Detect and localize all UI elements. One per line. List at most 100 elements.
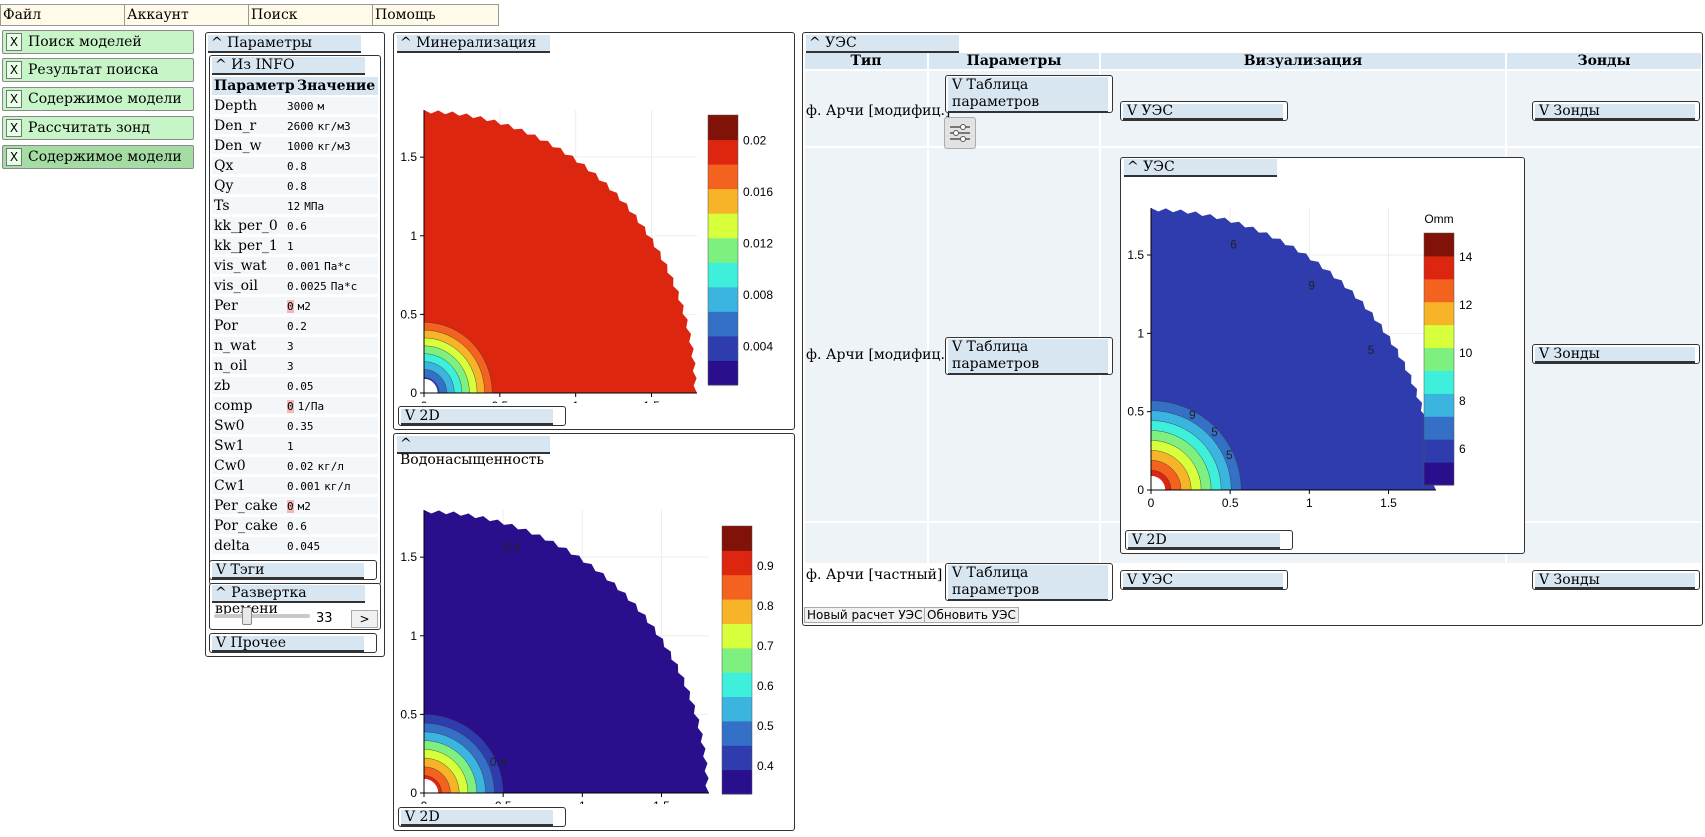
param-value[interactable]: 3	[287, 360, 298, 373]
water-saturation-2d-toggle[interactable]: V 2D	[398, 807, 566, 827]
info-title[interactable]: ^ Из INFO	[212, 57, 365, 75]
ues-row3-params-button[interactable]: V Таблица параметров	[945, 563, 1113, 601]
param-value[interactable]: 12 МПа	[287, 200, 324, 213]
water-saturation-title[interactable]: ^ Водонасыщенность	[397, 436, 550, 468]
nav-search-models[interactable]: X Поиск моделей	[2, 30, 194, 54]
param-value[interactable]: 0.001 Па*с	[287, 260, 351, 273]
time-value: 33	[316, 611, 333, 626]
ues-row3-probe-button[interactable]: V Зонды	[1532, 570, 1700, 590]
ues-header-params: Параметры	[929, 53, 1099, 69]
colorbar-segment	[708, 164, 738, 190]
tags-toggle[interactable]: V Тэги	[209, 560, 377, 580]
colorbar-segment	[1424, 347, 1454, 371]
colorbar-segment	[1424, 255, 1454, 280]
colorbar-segment	[722, 720, 752, 746]
x-tick-label: 0	[1148, 496, 1155, 510]
param-value[interactable]: 0 м2	[287, 500, 311, 513]
close-icon[interactable]: X	[6, 119, 22, 137]
ues-title[interactable]: ^ УЭС	[806, 35, 959, 53]
sliders-icon[interactable]	[944, 117, 976, 149]
colorbar-tick-label: 0.9	[757, 559, 774, 573]
param-value[interactable]: 0 1/Па	[287, 400, 324, 413]
param-value[interactable]: 0.2	[287, 320, 311, 333]
param-value[interactable]: 0.35	[287, 420, 318, 433]
water-saturation-plot: 0 0.5 1 1.5 0 0.5 1 1.5 0.4 0.4 0.9 0.8 0.7 0.6 0.5 0.4	[400, 510, 774, 804]
param-row: delta 0.045	[212, 537, 378, 555]
param-row: Ts 12 МПа	[212, 197, 378, 215]
param-value[interactable]: 3000 м	[287, 100, 324, 113]
ues-row2-params-button[interactable]: V Таблица параметров	[945, 337, 1113, 375]
time-slider-thumb[interactable]	[241, 607, 252, 625]
param-value[interactable]: 0.6	[287, 520, 311, 533]
param-value[interactable]: 3	[287, 340, 298, 353]
ues-2d-toggle[interactable]: V 2D	[1125, 530, 1293, 550]
param-row: kk_per_1 1	[212, 237, 378, 255]
y-tick-label: 0	[410, 386, 417, 400]
y-tick-label: 0.5	[400, 307, 417, 321]
nav-search-results[interactable]: X Результат поиска	[2, 58, 194, 82]
nav-compute-probe[interactable]: X Рассчитать зонд	[2, 116, 194, 140]
update-ues-button[interactable]: Обновить УЭС	[924, 607, 1019, 623]
param-value[interactable]: 0 м2	[287, 300, 311, 313]
well-hole	[424, 778, 439, 793]
ues-row1-vis-button[interactable]: V УЭС	[1120, 101, 1288, 121]
param-number: 3000	[287, 100, 314, 113]
param-value[interactable]: 0.8	[287, 160, 311, 173]
ues-row2-probe-button[interactable]: V Зонды	[1532, 344, 1700, 364]
param-row: comp 0 1/Па	[212, 397, 378, 415]
y-tick-label: 0.5	[400, 707, 417, 721]
param-name: Por_cake	[214, 518, 278, 534]
contour-label: 5	[1368, 343, 1375, 357]
menu-file[interactable]: Файл	[1, 5, 125, 25]
param-value[interactable]: 1	[287, 240, 298, 253]
param-row: vis_oil 0.0025 Па*с	[212, 277, 378, 295]
param-value[interactable]: 0.05	[287, 380, 318, 393]
close-icon[interactable]: X	[6, 33, 22, 51]
nav-model-contents[interactable]: X Содержимое модели	[2, 87, 194, 111]
params-table-header: Параметр Значение	[212, 77, 378, 95]
param-value[interactable]: 2600 кг/м3	[287, 120, 351, 133]
ues-row1-params-button[interactable]: V Таблица параметров	[945, 75, 1113, 113]
param-value[interactable]: 1000 кг/м3	[287, 140, 351, 153]
ues-row3-vis-button[interactable]: V УЭС	[1120, 570, 1288, 590]
y-tick-label: 1.5	[400, 150, 417, 164]
time-sweep-title[interactable]: ^ Развертка времени	[212, 585, 365, 617]
param-value[interactable]: 0.6	[287, 220, 311, 233]
close-icon[interactable]: X	[6, 148, 22, 166]
param-row: n_oil 3	[212, 357, 378, 375]
param-value[interactable]: 0.045	[287, 540, 324, 553]
other-toggle[interactable]: V Прочее	[209, 633, 377, 653]
colorbar-frame	[1423, 232, 1455, 486]
param-value[interactable]: 0.02 кг/л	[287, 460, 344, 473]
param-value[interactable]: 0.001 кг/л	[287, 480, 351, 493]
time-next-button[interactable]: >	[351, 610, 378, 628]
ues-vis-title[interactable]: ^ УЭС	[1124, 159, 1277, 177]
nav-model-contents-active[interactable]: X Содержимое модели	[2, 145, 194, 169]
param-value[interactable]: 1	[287, 440, 298, 453]
mineralization-2d-toggle[interactable]: V 2D	[398, 406, 566, 426]
menu-bar: Файл Аккаунт Поиск Помощь	[0, 4, 499, 26]
close-icon[interactable]: X	[6, 61, 22, 79]
new-ues-calc-button[interactable]: Новый расчет УЭС	[804, 607, 926, 623]
colorbar-segment	[722, 574, 752, 600]
menu-search[interactable]: Поиск	[249, 5, 373, 25]
ues-row3-params-cell	[929, 523, 1099, 563]
colorbar-segment	[722, 672, 752, 698]
param-number: 3	[287, 360, 294, 373]
parameters-title[interactable]: ^ Параметры	[208, 35, 361, 53]
mineralization-title[interactable]: ^ Минерализация	[397, 35, 550, 53]
param-row: kk_per_0 0.6	[212, 217, 378, 235]
param-value[interactable]: 0.0025 Па*с	[287, 280, 357, 293]
param-number: 0.35	[287, 420, 314, 433]
time-slider-track[interactable]	[214, 614, 310, 618]
menu-help[interactable]: Помощь	[373, 5, 498, 25]
y-tick-label: 1	[1137, 326, 1144, 340]
field-region	[1151, 208, 1436, 490]
colorbar-tick-label: 0.008	[743, 288, 773, 302]
close-icon[interactable]: X	[6, 90, 22, 108]
param-value[interactable]: 0.8	[287, 180, 311, 193]
ues-row1-probe-button[interactable]: V Зонды	[1532, 101, 1700, 121]
menu-account[interactable]: Аккаунт	[125, 5, 249, 25]
colorbar-segment	[1424, 462, 1454, 486]
nav-label: Поиск моделей	[28, 34, 142, 50]
